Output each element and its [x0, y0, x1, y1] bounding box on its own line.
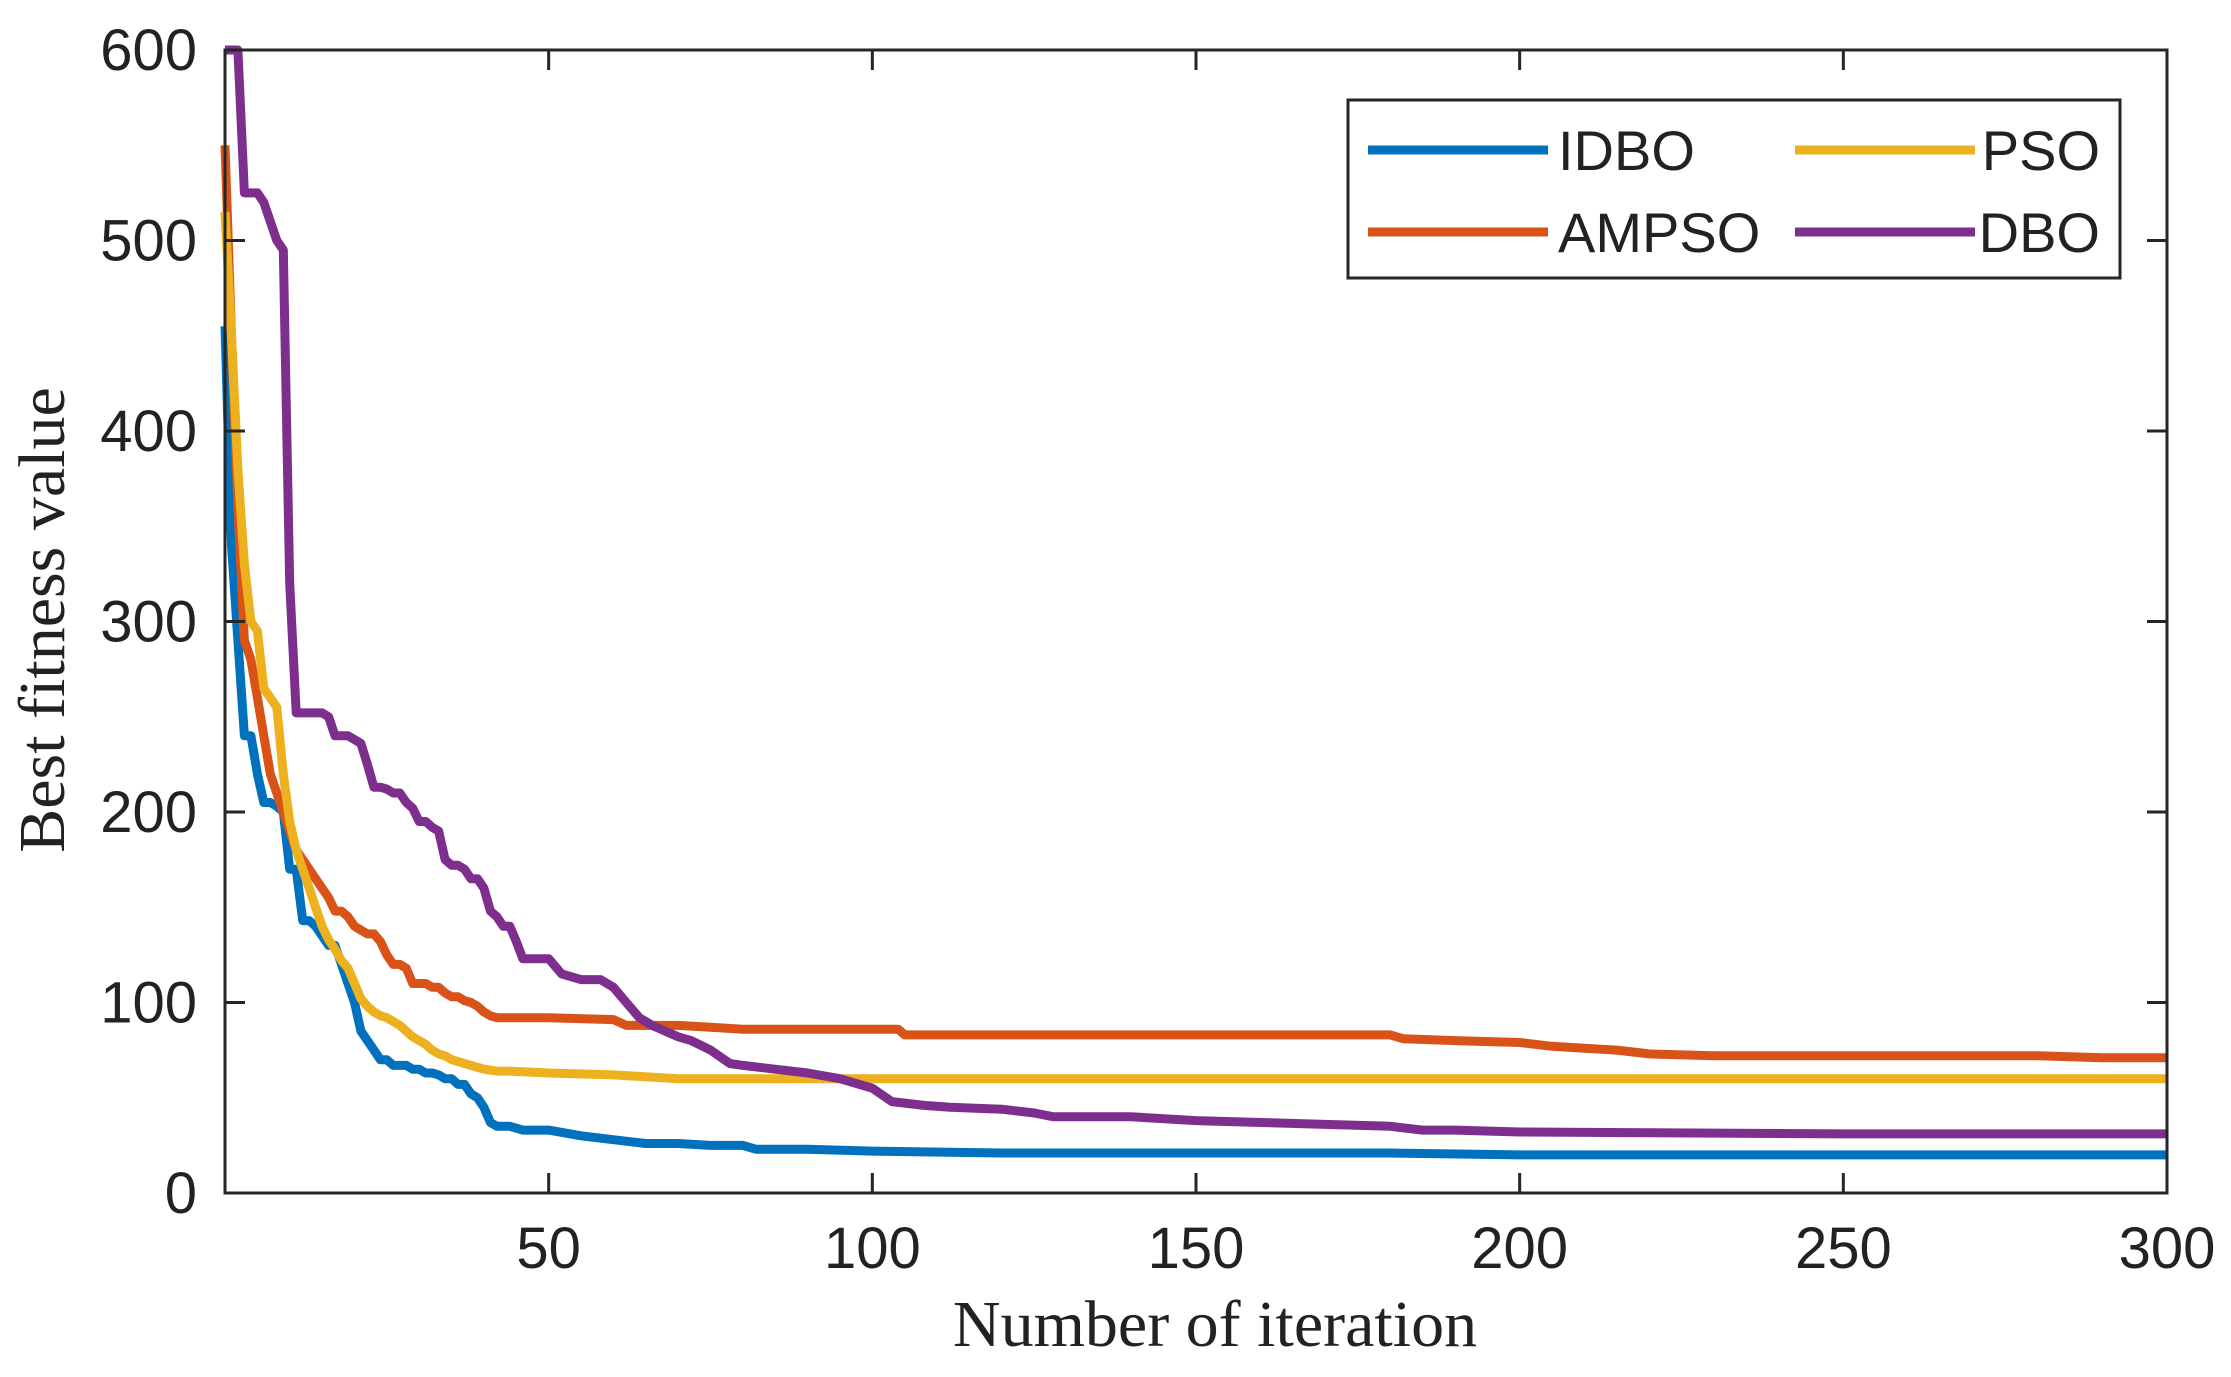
series-line-dbo [225, 45, 2167, 1139]
y-tick-label: 200 [100, 780, 197, 845]
y-tick-label: 100 [100, 971, 197, 1036]
series-line-pso [220, 211, 2167, 1084]
series-line-idbo [220, 326, 2167, 1160]
legend-label-ampso: AMPSO [1558, 201, 1760, 264]
series-line-ampso [220, 145, 2167, 1063]
series-layer [220, 45, 2167, 1160]
y-tick-label: 300 [100, 590, 197, 655]
legend-box [1346, 98, 2122, 280]
legend-label-pso: PSO [1982, 119, 2100, 182]
x-axis-title: Number of iteration [953, 1288, 1477, 1361]
y-tick-label: 400 [100, 399, 197, 464]
legend: IDBO AMPSO PSO DBO [1346, 98, 2122, 280]
x-tick-label: 50 [516, 1216, 581, 1281]
x-tick-label: 250 [1795, 1216, 1892, 1281]
legend-label-dbo: DBO [1979, 201, 2100, 264]
x-tick-label: 150 [1148, 1216, 1245, 1281]
x-tick-label: 200 [1471, 1216, 1568, 1281]
legend-label-idbo: IDBO [1558, 119, 1695, 182]
x-tick-label: 100 [824, 1216, 921, 1281]
x-tick-label: 300 [2119, 1216, 2216, 1281]
ticks-layer: 50 100 150 200 250 300 0 100 200 300 400 500 600 [100, 18, 2215, 1281]
y-tick-label: 0 [165, 1161, 197, 1226]
y-tick-label: 500 [100, 209, 197, 274]
y-tick-label: 600 [100, 18, 197, 83]
y-axis-title: Best fitness value [6, 387, 79, 853]
